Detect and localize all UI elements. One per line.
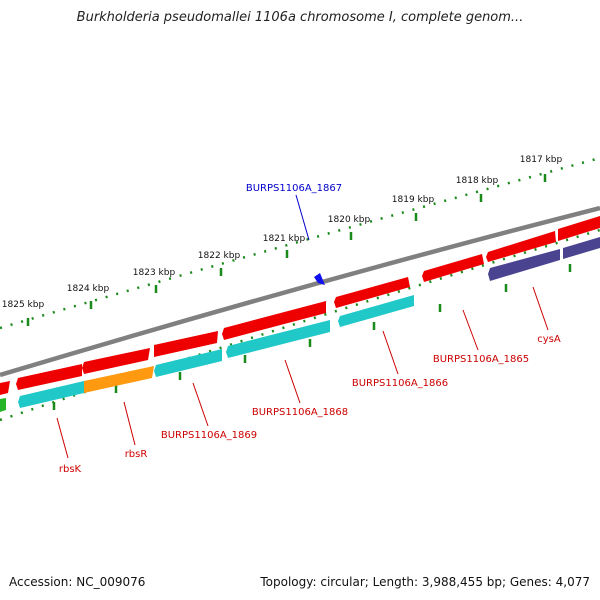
ruler-label-1819: 1819 kbp [392,195,435,205]
ruler-label-1818: 1818 kbp [456,176,499,186]
gene-reverse-next[interactable] [563,237,600,259]
map-title: Burkholderia pseudomallei 1106a chromoso… [76,10,524,25]
gene-reverse-1866[interactable] [338,295,414,327]
gene-forward-3[interactable] [154,331,218,357]
ruler-label-1821: 1821 kbp [263,234,306,244]
gene-reverse-1868[interactable] [226,320,330,358]
gene-label-BURPS1106A_1867[interactable]: BURPS1106A_1867 [246,183,342,194]
gene-labels: BURPS1106A_1867 BURPS1106A_1865 cysA BUR… [59,183,561,475]
ruler-label-1824: 1824 kbp [67,284,110,294]
gene-label-BURPS1106A_1868[interactable]: BURPS1106A_1868 [252,407,348,418]
forward-strand-genes [0,216,600,395]
gene-forward-2[interactable] [82,348,150,374]
gene-reverse-rbsR[interactable] [84,366,154,393]
ruler-label-1820: 1820 kbp [328,215,371,225]
gene-reverse-cysA[interactable] [488,249,560,281]
gene-forward-8[interactable] [558,216,600,241]
reverse-strand-genes [0,237,600,412]
gene-label-cysA[interactable]: cysA [537,334,561,345]
ruler-labels: 1817 kbp 1818 kbp 1819 kbp 1820 kbp 1821… [2,155,563,310]
chromosome-backbone [0,205,600,378]
accession-text: Accession: NC_009076 [9,575,146,589]
gene-label-BURPS1106A_1869[interactable]: BURPS1106A_1869 [161,430,257,441]
gene-forward-6[interactable] [422,254,484,282]
gene-label-BURPS1106A_1866[interactable]: BURPS1106A_1866 [352,378,448,389]
ruler-label-1817: 1817 kbp [520,155,563,165]
gene-reverse-1869[interactable] [154,349,222,377]
gene-label-rbsK[interactable]: rbsK [59,464,82,475]
ruler-label-1822: 1822 kbp [198,251,241,261]
gene-forward-1[interactable] [16,364,82,390]
position-marker-icon[interactable] [314,273,325,285]
inner-major-ticks [52,264,572,410]
gene-reverse-1[interactable] [18,381,84,408]
gene-label-rbsR[interactable]: rbsR [125,449,148,460]
ruler-label-1823: 1823 kbp [133,268,176,278]
gene-label-BURPS1106A_1865[interactable]: BURPS1106A_1865 [433,354,529,365]
gene-forward-0[interactable] [0,381,10,395]
label-leader-lines [56,194,549,459]
outer-major-ticks [26,174,547,326]
topology-summary: Topology: circular; Length: 3,988,455 bp… [260,575,590,589]
gene-forward-7[interactable] [486,231,556,262]
gene-forward-5[interactable] [334,277,410,308]
gene-forward-4[interactable] [222,301,326,340]
gene-reverse-0[interactable] [0,398,6,412]
ruler-label-1825: 1825 kbp [2,300,45,310]
